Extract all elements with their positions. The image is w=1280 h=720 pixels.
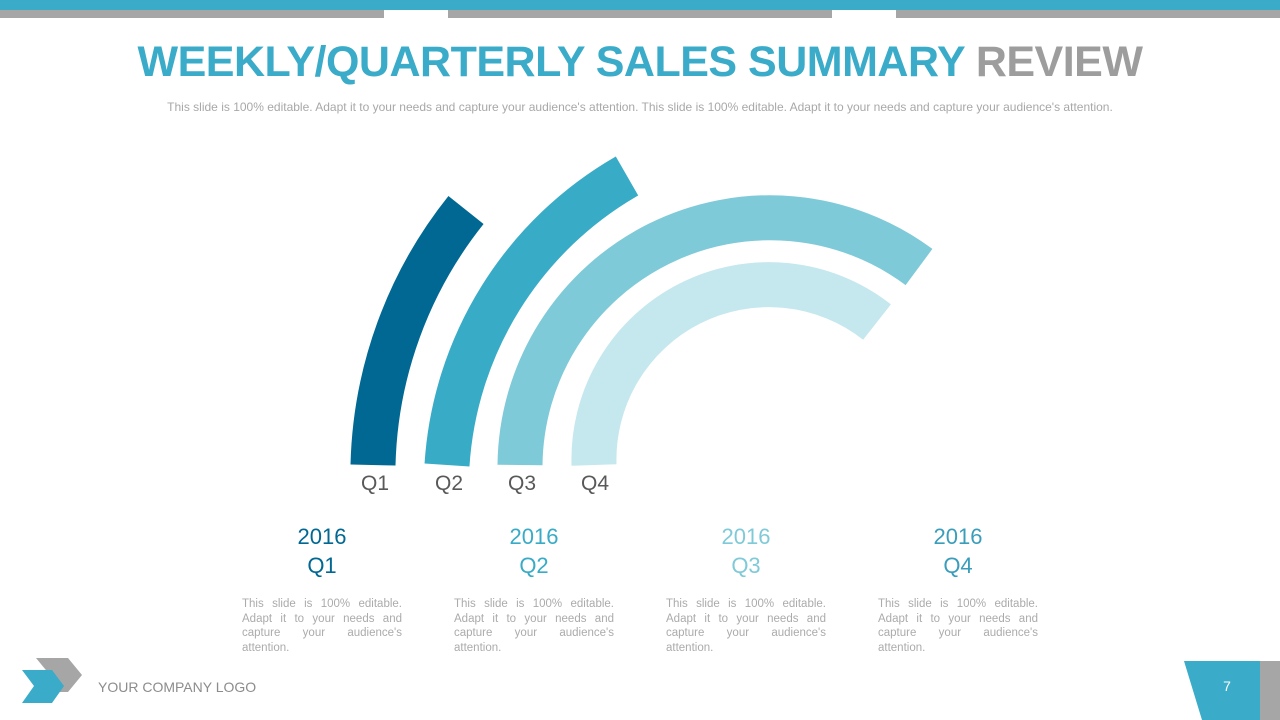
company-logo-chevron-icon <box>22 658 82 703</box>
column-year: 2016 <box>721 524 771 549</box>
page-number: 7 <box>1223 678 1231 694</box>
company-logo-text: YOUR COMPANY LOGO <box>98 679 257 695</box>
column-description: This slide is 100% editable. Adapt it to… <box>666 598 826 654</box>
arc-q4 <box>571 262 891 466</box>
quarter-column-q1: 2016 Q1 This slide is 100% editable. Ada… <box>242 522 402 655</box>
top-bar-gray-segment <box>448 10 832 18</box>
top-bar-gray-segment <box>896 10 1280 18</box>
arc-label-q2: Q2 <box>434 472 463 495</box>
title-main: WEEKLY/QUARTERLY SALES SUMMARY <box>137 38 965 86</box>
column-description: This slide is 100% editable. Adapt it to… <box>242 598 402 654</box>
column-quarter: Q1 <box>307 553 337 578</box>
arc-q2 <box>424 156 639 467</box>
page-number-badge <box>1184 661 1280 720</box>
arc-label-q3: Q3 <box>507 472 536 495</box>
quarter-column-q4: 2016 Q4 This slide is 100% editable. Ada… <box>878 522 1038 655</box>
top-bar-blue-strip <box>0 0 1280 10</box>
column-description: This slide is 100% editable. Adapt it to… <box>878 598 1038 654</box>
column-quarter: Q2 <box>519 553 549 578</box>
top-decorative-bar <box>0 0 1280 18</box>
arc-q1 <box>350 195 484 466</box>
quarter-column-q3: 2016 Q3 This slide is 100% editable. Ada… <box>666 522 826 655</box>
title-accent: REVIEW <box>975 38 1143 86</box>
column-year: 2016 <box>509 524 559 549</box>
arc-q3 <box>497 195 933 466</box>
page-title: WEEKLY/QUARTERLY SALES SUMMARY REVIEW <box>0 38 1280 87</box>
quarter-column-q2: 2016 Q2 This slide is 100% editable. Ada… <box>454 522 614 655</box>
top-bar-gray-segment <box>0 10 384 18</box>
subtitle: This slide is 100% editable. Adapt it to… <box>167 100 1113 114</box>
arc-label-q1: Q1 <box>360 472 389 495</box>
column-quarter: Q3 <box>731 553 761 578</box>
column-quarter: Q4 <box>943 553 973 578</box>
column-year: 2016 <box>933 524 983 549</box>
column-description: This slide is 100% editable. Adapt it to… <box>454 598 614 654</box>
column-year: 2016 <box>297 524 347 549</box>
arc-label-q4: Q4 <box>580 472 609 495</box>
